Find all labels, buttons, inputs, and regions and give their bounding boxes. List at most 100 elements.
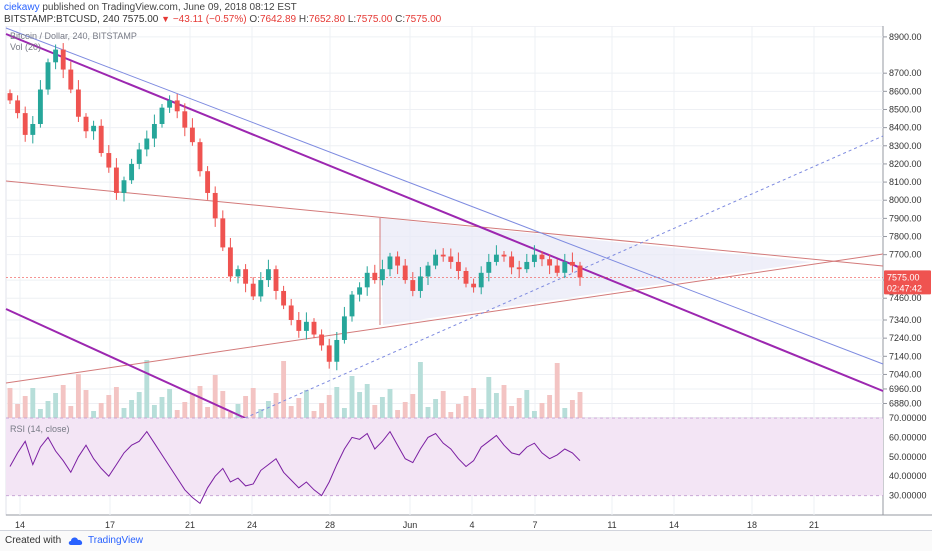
- candle-body: [319, 334, 325, 346]
- price-chart-canvas[interactable]: 6880.00 6960.00 7040.00 7140.00 7240.00 7340.…: [0, 26, 932, 536]
- candle-body: [174, 100, 180, 112]
- candle-body: [509, 256, 515, 268]
- volume-bar: [531, 411, 537, 418]
- candle-body: [30, 124, 36, 135]
- candle-body: [265, 269, 271, 281]
- volume-bar: [227, 412, 233, 418]
- ohlc-header: BITSTAMP:BTCUSD, 240 7575.00 ▼ −43.11 (−…: [4, 14, 441, 25]
- dotted-rising-trendline: [244, 135, 884, 419]
- candle-body: [547, 259, 553, 266]
- rsi-tick-label: 50.00000: [889, 452, 927, 462]
- close-value: 7575.00: [405, 14, 442, 25]
- price-tick-label: 8100.00: [889, 177, 922, 187]
- rsi-tick-label: 40.00000: [889, 471, 927, 481]
- down-arrow-icon: ▼: [161, 14, 171, 24]
- time-tick-label: 28: [325, 520, 335, 530]
- channel-upper-line: [5, 33, 884, 392]
- price-tick-label: 7340.00: [889, 315, 922, 325]
- volume-bar: [197, 386, 203, 418]
- time-tick-label: 18: [747, 520, 757, 530]
- candle-body: [212, 192, 218, 219]
- volume-bar: [501, 385, 507, 418]
- time-tick-label: 14: [669, 520, 679, 530]
- candle-body: [402, 265, 408, 281]
- volume-bar: [220, 391, 226, 418]
- open-label: O:: [249, 14, 260, 25]
- volume-bar: [45, 401, 51, 418]
- volume-bar: [243, 396, 249, 418]
- author-link[interactable]: ciekawy: [4, 2, 40, 13]
- candle-body: [486, 261, 492, 273]
- high-label: H:: [298, 14, 309, 25]
- volume-bar: [311, 411, 317, 418]
- volume-bar: [281, 361, 287, 418]
- volume-bar: [509, 406, 515, 418]
- candle-body: [311, 321, 317, 335]
- candle-body: [273, 269, 279, 291]
- candle-body: [75, 89, 81, 117]
- price-change: −43.11 (−0.57%): [172, 14, 247, 25]
- rsi-tick-label: 70.00000: [889, 413, 927, 423]
- candle-body: [37, 89, 43, 124]
- volume-bar: [425, 407, 431, 418]
- rsi-band: [6, 418, 883, 496]
- volume-bar: [433, 399, 439, 418]
- low-label: L:: [347, 14, 357, 25]
- volume-bar: [174, 410, 180, 418]
- candle-body: [531, 254, 537, 262]
- candle-body: [425, 265, 431, 277]
- rsi-legend[interactable]: RSI (14, close): [10, 424, 70, 434]
- volume-bar: [189, 394, 195, 418]
- created-with-label: Created with: [5, 535, 62, 546]
- candle-body: [501, 254, 507, 257]
- candle-body: [106, 153, 112, 168]
- footer-bar: Created with TradingView: [0, 530, 932, 551]
- volume-bar: [296, 398, 302, 418]
- candle-body: [159, 107, 165, 124]
- volume-bar: [22, 396, 28, 418]
- volume-bar: [98, 403, 104, 418]
- candle-body: [258, 280, 264, 297]
- time-tick-label: 24: [247, 520, 257, 530]
- candle-body: [569, 261, 575, 266]
- time-axis-labels: 14 17 21 24 28 Jun 4 7 11 14 18 21: [15, 520, 819, 530]
- volume-bar: [75, 374, 81, 418]
- price-tick-label: 7900.00: [889, 213, 922, 223]
- price-tick-label: 7040.00: [889, 369, 922, 379]
- volume-bar: [37, 409, 43, 418]
- price-tick-label: 7240.00: [889, 333, 922, 343]
- volume-bar: [395, 410, 401, 418]
- candle-body: [516, 267, 522, 270]
- volume-legend[interactable]: Vol (20): [10, 42, 42, 52]
- candle-body: [220, 218, 226, 248]
- volume-bar: [129, 400, 135, 418]
- price-tick-label: 7460.00: [889, 293, 922, 303]
- volume-bar: [372, 405, 378, 418]
- volume-bar: [91, 411, 97, 418]
- price-badge-box: [884, 270, 931, 295]
- time-tick-label: 21: [185, 520, 195, 530]
- volume-bar: [205, 407, 211, 418]
- candle-body: [341, 316, 347, 340]
- volume-bar: [136, 392, 142, 418]
- candle-body: [197, 142, 203, 172]
- trend-drawings[interactable]: [5, 27, 884, 419]
- candle-body: [562, 261, 568, 273]
- candle-body: [326, 345, 332, 362]
- rsi-line: [9, 430, 581, 505]
- candle-body: [478, 272, 484, 288]
- candle-body: [205, 171, 211, 193]
- volume-bar: [144, 360, 150, 418]
- candle-body: [387, 256, 393, 270]
- candle-body: [136, 149, 142, 164]
- series-legend[interactable]: Bitcoin / Dollar, 240, BITSTAMP: [10, 31, 137, 41]
- tradingview-brand-link[interactable]: TradingView: [88, 535, 144, 546]
- candle-body: [45, 62, 51, 90]
- volume-bar: [547, 395, 553, 418]
- last-price-badge-value: 7575.00: [887, 272, 920, 282]
- volume-bars: [7, 360, 583, 418]
- rsi-pane: [6, 417, 883, 505]
- time-tick-label: 14: [15, 520, 25, 530]
- volume-bar: [539, 403, 545, 418]
